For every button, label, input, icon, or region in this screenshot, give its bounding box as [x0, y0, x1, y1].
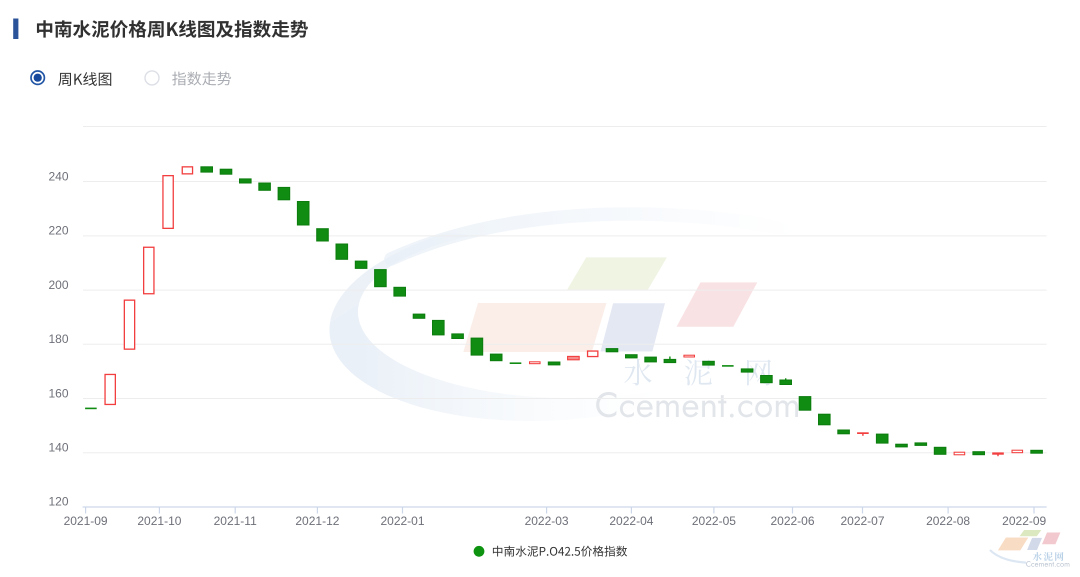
svg-text:140: 140	[48, 441, 68, 455]
svg-text:180: 180	[48, 332, 68, 346]
svg-text:120: 120	[48, 495, 68, 509]
svg-text:2022-04: 2022-04	[609, 514, 653, 528]
svg-text:160: 160	[48, 386, 68, 400]
svg-text:2021-11: 2021-11	[214, 514, 257, 528]
svg-text:2021-09: 2021-09	[64, 514, 108, 528]
svg-text:2022-07: 2022-07	[840, 514, 884, 528]
svg-text:200: 200	[48, 278, 68, 292]
svg-text:2021-12: 2021-12	[295, 514, 339, 528]
svg-text:2022-03: 2022-03	[525, 514, 569, 528]
svg-text:2022-01: 2022-01	[380, 514, 424, 528]
svg-text:2022-05: 2022-05	[692, 514, 736, 528]
svg-text:2021-10: 2021-10	[137, 514, 181, 528]
svg-text:2022-08: 2022-08	[926, 514, 970, 528]
svg-text:240: 240	[48, 169, 68, 183]
svg-text:220: 220	[48, 224, 68, 238]
svg-text:2022-06: 2022-06	[770, 514, 814, 528]
svg-text:2022-09: 2022-09	[1002, 514, 1046, 528]
